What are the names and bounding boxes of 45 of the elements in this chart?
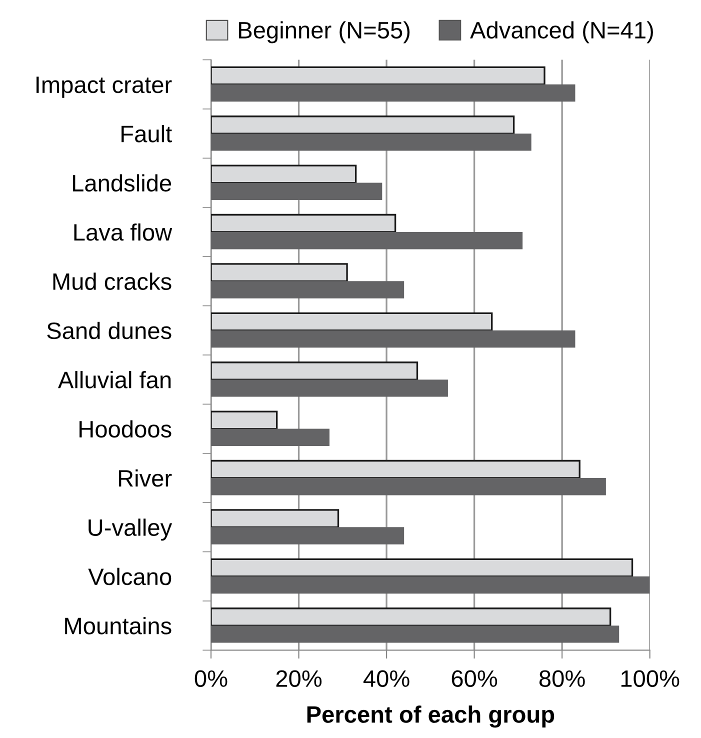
bar	[211, 626, 620, 643]
y-tick-label: Lava flow	[74, 223, 172, 241]
x-axis-title: Percent of each group	[307, 706, 554, 728]
y-tick-label: Fault	[122, 125, 172, 142]
legend-label: Beginner (N=55)	[239, 21, 410, 44]
bar	[211, 478, 606, 496]
x-tick-label: 80%	[539, 670, 585, 687]
bar	[211, 164, 357, 184]
bar	[211, 509, 340, 528]
bar	[211, 263, 348, 282]
bar	[211, 330, 576, 348]
bar	[211, 527, 404, 544]
x-tick-label: 40%	[363, 670, 410, 687]
x-tick-label: 20%	[276, 670, 322, 687]
y-tick-label: Impact crater	[36, 76, 172, 98]
bar	[211, 428, 330, 446]
y-tick-label: Hoodoos	[80, 420, 172, 438]
bar	[211, 576, 650, 594]
bar	[211, 410, 278, 430]
legend-label: Advanced (N=41)	[470, 21, 653, 44]
bar	[211, 182, 382, 200]
bar	[211, 214, 396, 233]
bar	[211, 116, 515, 134]
y-tick-label: River	[118, 469, 172, 487]
bar	[211, 558, 634, 578]
y-tick-label: Sand dunes	[47, 322, 172, 340]
bar	[211, 362, 418, 380]
x-tick-label: 0%	[194, 670, 228, 687]
y-tick-label: Landslide	[72, 174, 172, 192]
bar	[211, 66, 546, 86]
bar	[211, 84, 576, 102]
y-tick-label: Alluvial fan	[58, 371, 171, 388]
bar	[211, 380, 448, 397]
bar	[211, 460, 580, 479]
bar	[211, 608, 612, 626]
bar	[211, 281, 404, 298]
x-tick-label: 100%	[621, 670, 680, 687]
bar	[211, 232, 523, 250]
y-tick-label: Mud cracks	[53, 272, 172, 290]
y-tick-label: Mountains	[65, 617, 172, 634]
y-tick-label: Volcano	[88, 568, 172, 586]
y-tick-label: U-valley	[88, 518, 172, 541]
bar	[211, 134, 532, 151]
x-tick-label: 60%	[452, 670, 498, 687]
bar	[211, 312, 493, 332]
